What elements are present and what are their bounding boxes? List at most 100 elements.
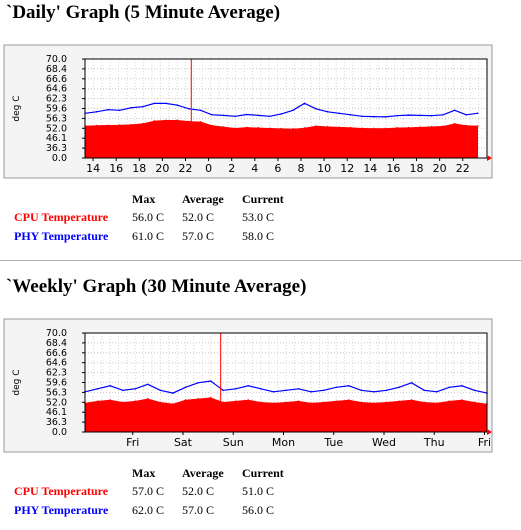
cpu-data-point (396, 127, 398, 129)
cpu-data-point (292, 128, 294, 130)
y-tick-label: 56.3 (46, 113, 67, 124)
cpu-max-value: 56.0 C (132, 210, 165, 224)
x-tick-label: 16 (109, 162, 123, 175)
cpu-data-point (423, 401, 425, 404)
phy-data-point (95, 111, 98, 113)
y-tick-label: 62.3 (46, 94, 67, 105)
stats-header-blank (14, 464, 132, 482)
phy-data-point (107, 108, 109, 111)
y-tick-label: 66.6 (46, 74, 67, 85)
cpu-data-point (473, 401, 476, 404)
y-axis-label: deg C (12, 369, 22, 395)
x-tick-label: 14 (363, 162, 377, 175)
section-divider (0, 260, 521, 261)
x-tick-label: 12 (340, 162, 354, 175)
stats-header-max: Max (132, 191, 156, 206)
cpu-data-point (285, 401, 287, 404)
cpu-data-point (172, 403, 174, 405)
cpu-data-point (118, 124, 121, 126)
cpu-data-point (260, 401, 262, 404)
phy-data-point (448, 386, 451, 389)
stats-header-average: Average (182, 191, 224, 206)
cpu-data-point (338, 126, 340, 128)
cpu-data-point (297, 400, 300, 402)
y-tick-label: 0.0 (52, 153, 67, 164)
phy-data-point (461, 385, 463, 387)
y-tick-label: 46.1 (46, 407, 67, 418)
cpu-data-point (176, 119, 179, 122)
phy-data-point (209, 380, 212, 382)
phy-data-point (453, 109, 456, 112)
phy-data-point (118, 109, 121, 112)
y-tick-label: 64.6 (46, 358, 67, 369)
stats-header-average: Average (182, 465, 224, 480)
phy-data-point (199, 109, 202, 112)
cpu-data-point (442, 125, 444, 128)
x-axis-arrow (487, 155, 492, 161)
cpu-data-point (165, 119, 167, 122)
phy-data-point (260, 388, 262, 390)
phy-data-point (211, 114, 213, 116)
phy-data-point (141, 105, 144, 108)
x-tick-label: 18 (410, 162, 424, 175)
phy-data-point (442, 114, 444, 116)
y-tick-label: 66.6 (46, 348, 67, 359)
x-axis-arrow (487, 429, 492, 435)
phy-data-point (372, 115, 375, 118)
x-tick-label: Mon (272, 436, 295, 449)
phy-max-value: 61.0 C (132, 229, 165, 243)
phy-temperature-label: PHY Temperature (14, 503, 109, 517)
phy-current-value: 58.0 C (242, 229, 275, 243)
stats-header-current: Current (242, 191, 284, 206)
cpu-data-point (349, 126, 352, 129)
cpu-data-point (247, 399, 250, 401)
cpu-data-point (315, 125, 317, 127)
cpu-data-point (407, 126, 410, 129)
cpu-data-point (430, 125, 433, 128)
x-tick-label: 22 (456, 162, 470, 175)
x-tick-label: 10 (317, 162, 331, 175)
phy-data-point (292, 109, 294, 112)
x-tick-label: 0 (205, 162, 212, 175)
phy-data-point (398, 386, 400, 389)
stats-row-cpu: CPU Temperature 57.0 C 52.0 C 51.0 C (14, 482, 292, 501)
cpu-data-point (448, 400, 451, 402)
phy-data-point (165, 102, 167, 105)
cpu-data-point (141, 122, 144, 125)
phy-data-point (247, 385, 250, 387)
weekly-stats-table: Max Average Current CPU Temperature 57.0… (14, 464, 292, 520)
phy-data-point (360, 389, 363, 392)
phy-data-point (109, 385, 111, 387)
stats-row-cpu: CPU Temperature 56.0 C 52.0 C 53.0 C (14, 208, 292, 227)
cpu-current-value: 51.0 C (242, 484, 275, 498)
x-tick-label: 18 (132, 162, 146, 175)
phy-data-point (176, 104, 179, 106)
cpu-current-value: 53.0 C (242, 210, 275, 224)
y-tick-label: 70.0 (46, 54, 67, 65)
phy-average-value: 57.0 C (182, 229, 215, 243)
phy-data-point (322, 389, 325, 392)
cpu-data-point (272, 402, 275, 404)
cpu-data-point (257, 127, 260, 129)
phy-data-point (159, 389, 162, 392)
x-tick-label: Sat (174, 436, 193, 449)
cpu-data-point (372, 127, 375, 130)
x-tick-label: 2 (228, 162, 235, 175)
daily-graph: deg C 70.068.466.664.662.359.656.352.046.… (3, 44, 493, 179)
x-tick-label: 16 (386, 162, 400, 175)
cpu-data-point (199, 121, 202, 123)
x-tick-label: 22 (179, 162, 193, 175)
phy-data-point (234, 388, 237, 390)
cpu-data-point (184, 399, 187, 401)
cpu-data-point (121, 401, 124, 404)
cpu-data-point (335, 400, 338, 402)
x-tick-label: 20 (433, 162, 447, 175)
cpu-data-point (453, 122, 456, 125)
x-tick-label: 6 (274, 162, 281, 175)
y-tick-label: 46.1 (46, 133, 67, 144)
stats-row-phy: PHY Temperature 61.0 C 57.0 C 58.0 C (14, 227, 292, 246)
plot-border (84, 58, 488, 159)
x-tick-label: Sun (223, 436, 244, 449)
phy-data-point (222, 114, 225, 117)
x-tick-label: 8 (298, 162, 305, 175)
